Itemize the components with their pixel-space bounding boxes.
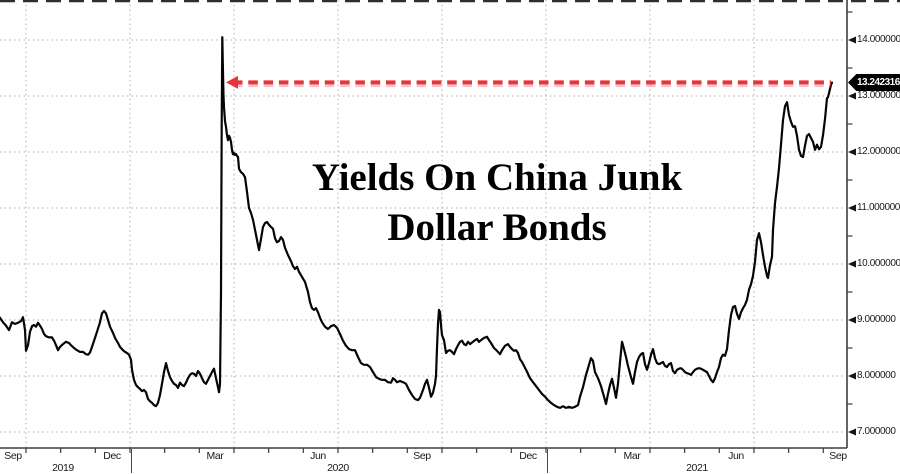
x-axis-year-label: 2019 bbox=[52, 462, 74, 474]
y-tick-arrow-icon bbox=[848, 316, 856, 324]
y-tick-arrow-icon bbox=[848, 148, 856, 156]
x-axis-year-label: 2020 bbox=[327, 462, 349, 474]
x-axis-month-label: Mar bbox=[206, 450, 224, 462]
x-axis-month-label: Dec bbox=[519, 450, 537, 462]
x-axis-month-label: Dec bbox=[103, 450, 121, 462]
x-axis-month-label: Jun bbox=[310, 450, 326, 462]
y-tick-arrow-icon bbox=[848, 260, 856, 268]
x-axis-month-label: Jun bbox=[728, 450, 744, 462]
y-tick-arrow-icon bbox=[848, 92, 856, 100]
price-line bbox=[0, 36, 834, 409]
last-price-badge: 13.242316 bbox=[848, 74, 900, 91]
year-separator bbox=[131, 449, 132, 473]
y-axis-label: 8.000000 bbox=[857, 370, 896, 381]
y-tick-arrow-icon bbox=[848, 428, 856, 436]
y-axis-label: 10.000000 bbox=[857, 258, 900, 269]
y-tick-arrow-icon bbox=[848, 372, 856, 380]
y-tick-arrow-icon bbox=[848, 36, 856, 44]
x-axis-month-label: Sep bbox=[829, 450, 847, 462]
y-axis-label: 12.000000 bbox=[857, 146, 900, 157]
chart-title-line-1: Yields On China Junk bbox=[311, 156, 683, 199]
x-axis-month-label: Sep bbox=[413, 450, 431, 462]
y-axis-label: 14.000000 bbox=[857, 34, 900, 45]
y-axis-label: 9.000000 bbox=[857, 314, 896, 325]
x-axis-month-label: Sep bbox=[4, 450, 22, 462]
x-axis-month-label: Mar bbox=[623, 450, 641, 462]
y-axis-label: 13.000000 bbox=[857, 90, 900, 101]
chart-title-line-2: Dollar Bonds bbox=[387, 206, 607, 249]
year-separator bbox=[547, 449, 548, 473]
y-tick-arrow-icon bbox=[848, 204, 856, 212]
y-axis-label: 7.000000 bbox=[857, 426, 896, 437]
annotation-arrowhead-icon bbox=[226, 75, 238, 89]
chart-title: Yields On China Junk Dollar Bonds bbox=[312, 153, 682, 253]
x-axis-year-label: 2021 bbox=[686, 462, 708, 474]
y-axis-label: 11.000000 bbox=[857, 202, 900, 213]
